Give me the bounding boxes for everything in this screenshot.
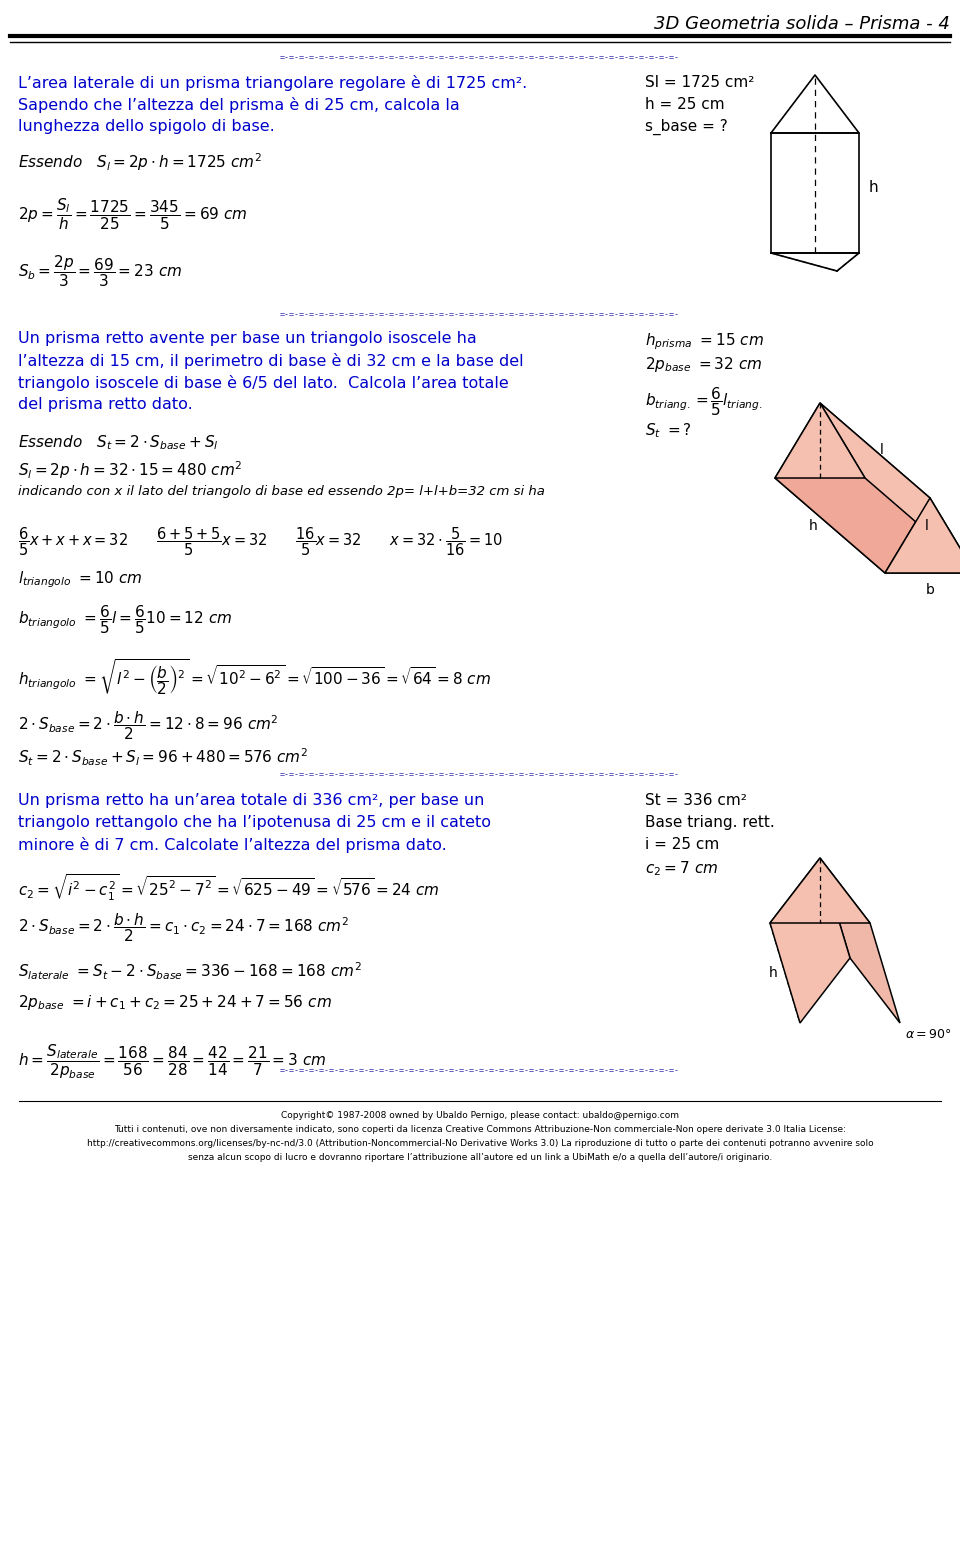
Polygon shape	[775, 478, 960, 574]
Polygon shape	[820, 403, 960, 574]
Text: $S_t = 2 \cdot S_{base} + S_l = 96 + 480 = 576\ cm^2$: $S_t = 2 \cdot S_{base} + S_l = 96 + 480…	[18, 747, 308, 769]
Text: $2p = \dfrac{S_l}{h} = \dfrac{1725}{25} = \dfrac{345}{5} = 69\ cm$: $2p = \dfrac{S_l}{h} = \dfrac{1725}{25} …	[18, 197, 248, 233]
Text: http://creativecommons.org/licenses/by-nc-nd/3.0 (Attribution-Noncommercial-No D: http://creativecommons.org/licenses/by-n…	[86, 1139, 874, 1147]
Text: $S_t\ =?$: $S_t\ =?$	[645, 420, 692, 439]
Text: minore è di 7 cm. Calcolate l’altezza del prisma dato.: minore è di 7 cm. Calcolate l’altezza de…	[18, 838, 446, 853]
Text: $\mathit{Essendo} \quad S_t = 2 \cdot S_{base} + S_l$: $\mathit{Essendo} \quad S_t = 2 \cdot S_…	[18, 433, 219, 452]
Text: indicando con x il lato del triangolo di base ed essendo 2p= l+l+b=32 cm si ha: indicando con x il lato del triangolo di…	[18, 485, 545, 499]
Text: $S_{laterale}\ = S_t - 2 \cdot S_{base} = 336 - 168 = 168\ cm^2$: $S_{laterale}\ = S_t - 2 \cdot S_{base} …	[18, 961, 362, 983]
Text: Sl = 1725 cm²: Sl = 1725 cm²	[645, 75, 755, 91]
Text: $2 \cdot S_{base} = 2 \cdot \dfrac{b \cdot h}{2} = c_1 \cdot c_2 = 24 \cdot 7 = : $2 \cdot S_{base} = 2 \cdot \dfrac{b \cd…	[18, 911, 349, 944]
Text: $c_2 = 7\ cm$: $c_2 = 7\ cm$	[645, 860, 718, 878]
Text: $2p_{base}\ = i + c_1 + c_2 = 25 + 24 + 7 = 56\ cm$: $2p_{base}\ = i + c_1 + c_2 = 25 + 24 + …	[18, 993, 332, 1011]
Text: =-=-=-=-=-=-=-=-=-=-=-=-=-=-=-=-=-=-=-=-=-=-=-=-=-=-=-=-=-=-=-=-=-=-=-=-=-=-=-=-: =-=-=-=-=-=-=-=-=-=-=-=-=-=-=-=-=-=-=-=-…	[280, 771, 680, 780]
Text: h = 25 cm: h = 25 cm	[645, 97, 725, 113]
Text: Un prisma retto avente per base un triangolo isoscele ha: Un prisma retto avente per base un trian…	[18, 331, 477, 345]
Text: $2p_{base}\ = 32\ cm$: $2p_{base}\ = 32\ cm$	[645, 355, 762, 374]
Text: h: h	[869, 180, 878, 194]
Text: $\alpha = 90°$: $\alpha = 90°$	[905, 1028, 951, 1041]
Text: Base triang. rett.: Base triang. rett.	[645, 814, 775, 830]
Polygon shape	[820, 858, 900, 1024]
Text: $S_l = 2p \cdot h = 32 \cdot 15 = 480\ cm^2$: $S_l = 2p \cdot h = 32 \cdot 15 = 480\ c…	[18, 460, 242, 481]
Text: $l_{triangolo}\ = 10\ cm$: $l_{triangolo}\ = 10\ cm$	[18, 569, 143, 589]
Polygon shape	[770, 858, 850, 1024]
Text: l: l	[925, 519, 929, 533]
Text: $\mathit{Essendo} \quad S_l = 2p \cdot h = 1725\ cm^2$: $\mathit{Essendo} \quad S_l = 2p \cdot h…	[18, 152, 262, 172]
Text: del prisma retto dato.: del prisma retto dato.	[18, 397, 193, 413]
Text: =-=-=-=-=-=-=-=-=-=-=-=-=-=-=-=-=-=-=-=-=-=-=-=-=-=-=-=-=-=-=-=-=-=-=-=-=-=-=-=-: =-=-=-=-=-=-=-=-=-=-=-=-=-=-=-=-=-=-=-=-…	[280, 53, 680, 63]
Text: triangolo rettangolo che ha l’ipotenusa di 25 cm e il cateto: triangolo rettangolo che ha l’ipotenusa …	[18, 814, 491, 830]
Text: $h = \dfrac{S_{laterale}}{2p_{base}} = \dfrac{168}{56} = \dfrac{84}{28} = \dfrac: $h = \dfrac{S_{laterale}}{2p_{base}} = \…	[18, 1043, 326, 1082]
Text: senza alcun scopo di lucro e dovranno riportare l’attribuzione all’autore ed un : senza alcun scopo di lucro e dovranno ri…	[188, 1153, 772, 1161]
Polygon shape	[770, 858, 870, 924]
Text: $b_{triangolo}\ = \dfrac{6}{5}l = \dfrac{6}{5}10 = 12\ cm$: $b_{triangolo}\ = \dfrac{6}{5}l = \dfrac…	[18, 603, 232, 636]
Text: =-=-=-=-=-=-=-=-=-=-=-=-=-=-=-=-=-=-=-=-=-=-=-=-=-=-=-=-=-=-=-=-=-=-=-=-=-=-=-=-: =-=-=-=-=-=-=-=-=-=-=-=-=-=-=-=-=-=-=-=-…	[280, 1066, 680, 1075]
Polygon shape	[775, 403, 930, 574]
Text: L’area laterale di un prisma triangolare regolare è di 1725 cm².: L’area laterale di un prisma triangolare…	[18, 75, 527, 91]
Polygon shape	[775, 403, 865, 478]
Text: $c_2 = \sqrt{i^2 - c_1^2} = \sqrt{25^2 - 7^2} = \sqrt{625 - 49} = \sqrt{576} = 2: $c_2 = \sqrt{i^2 - c_1^2} = \sqrt{25^2 -…	[18, 874, 440, 903]
Text: $h_{prisma}\ = 15\ cm$: $h_{prisma}\ = 15\ cm$	[645, 331, 764, 352]
Text: b: b	[925, 583, 934, 597]
Text: $2 \cdot S_{base} = 2 \cdot \dfrac{b \cdot h}{2} = 12 \cdot 8 = 96\ cm^2$: $2 \cdot S_{base} = 2 \cdot \dfrac{b \cd…	[18, 710, 278, 742]
Text: l: l	[880, 444, 884, 458]
Text: triangolo isoscele di base è 6/5 del lato.  Calcola l’area totale: triangolo isoscele di base è 6/5 del lat…	[18, 375, 509, 391]
Text: $S_b = \dfrac{2p}{3} = \dfrac{69}{3} = 23\ cm$: $S_b = \dfrac{2p}{3} = \dfrac{69}{3} = 2…	[18, 253, 182, 289]
Text: i = 25 cm: i = 25 cm	[645, 838, 719, 852]
Text: s_base = ?: s_base = ?	[645, 119, 728, 136]
Text: h: h	[809, 519, 818, 533]
Text: $\dfrac{6}{5}x + x + x = 32 \qquad \dfrac{6+5+5}{5}x = 32 \qquad \dfrac{16}{5}x : $\dfrac{6}{5}x + x + x = 32 \qquad \dfra…	[18, 525, 503, 558]
Text: =-=-=-=-=-=-=-=-=-=-=-=-=-=-=-=-=-=-=-=-=-=-=-=-=-=-=-=-=-=-=-=-=-=-=-=-=-=-=-=-: =-=-=-=-=-=-=-=-=-=-=-=-=-=-=-=-=-=-=-=-…	[280, 311, 680, 319]
Text: h: h	[768, 966, 777, 980]
Polygon shape	[885, 499, 960, 574]
Text: Tutti i contenuti, ove non diversamente indicato, sono coperti da licenza Creati: Tutti i contenuti, ove non diversamente …	[114, 1125, 846, 1135]
Text: Un prisma retto ha un’area totale di 336 cm², per base un: Un prisma retto ha un’area totale di 336…	[18, 792, 485, 808]
Text: Sapendo che l’altezza del prisma è di 25 cm, calcola la: Sapendo che l’altezza del prisma è di 25…	[18, 97, 460, 113]
Text: $h_{triangolo}\ = \sqrt{l^2 - \left(\dfrac{b}{2}\right)^2} = \sqrt{10^2 - 6^2} =: $h_{triangolo}\ = \sqrt{l^2 - \left(\dfr…	[18, 656, 492, 697]
Text: Copyright© 1987-2008 owned by Ubaldo Pernigo, please contact: ubaldo@pernigo.com: Copyright© 1987-2008 owned by Ubaldo Per…	[281, 1111, 679, 1121]
Text: $b_{triang.} = \dfrac{6}{5}l_{triang.}$: $b_{triang.} = \dfrac{6}{5}l_{triang.}$	[645, 384, 762, 417]
Text: 3D Geometria solida – Prisma - 4: 3D Geometria solida – Prisma - 4	[654, 16, 950, 33]
Text: lunghezza dello spigolo di base.: lunghezza dello spigolo di base.	[18, 119, 275, 134]
Text: St = 336 cm²: St = 336 cm²	[645, 792, 747, 808]
Text: l’altezza di 15 cm, il perimetro di base è di 32 cm e la base del: l’altezza di 15 cm, il perimetro di base…	[18, 353, 523, 369]
